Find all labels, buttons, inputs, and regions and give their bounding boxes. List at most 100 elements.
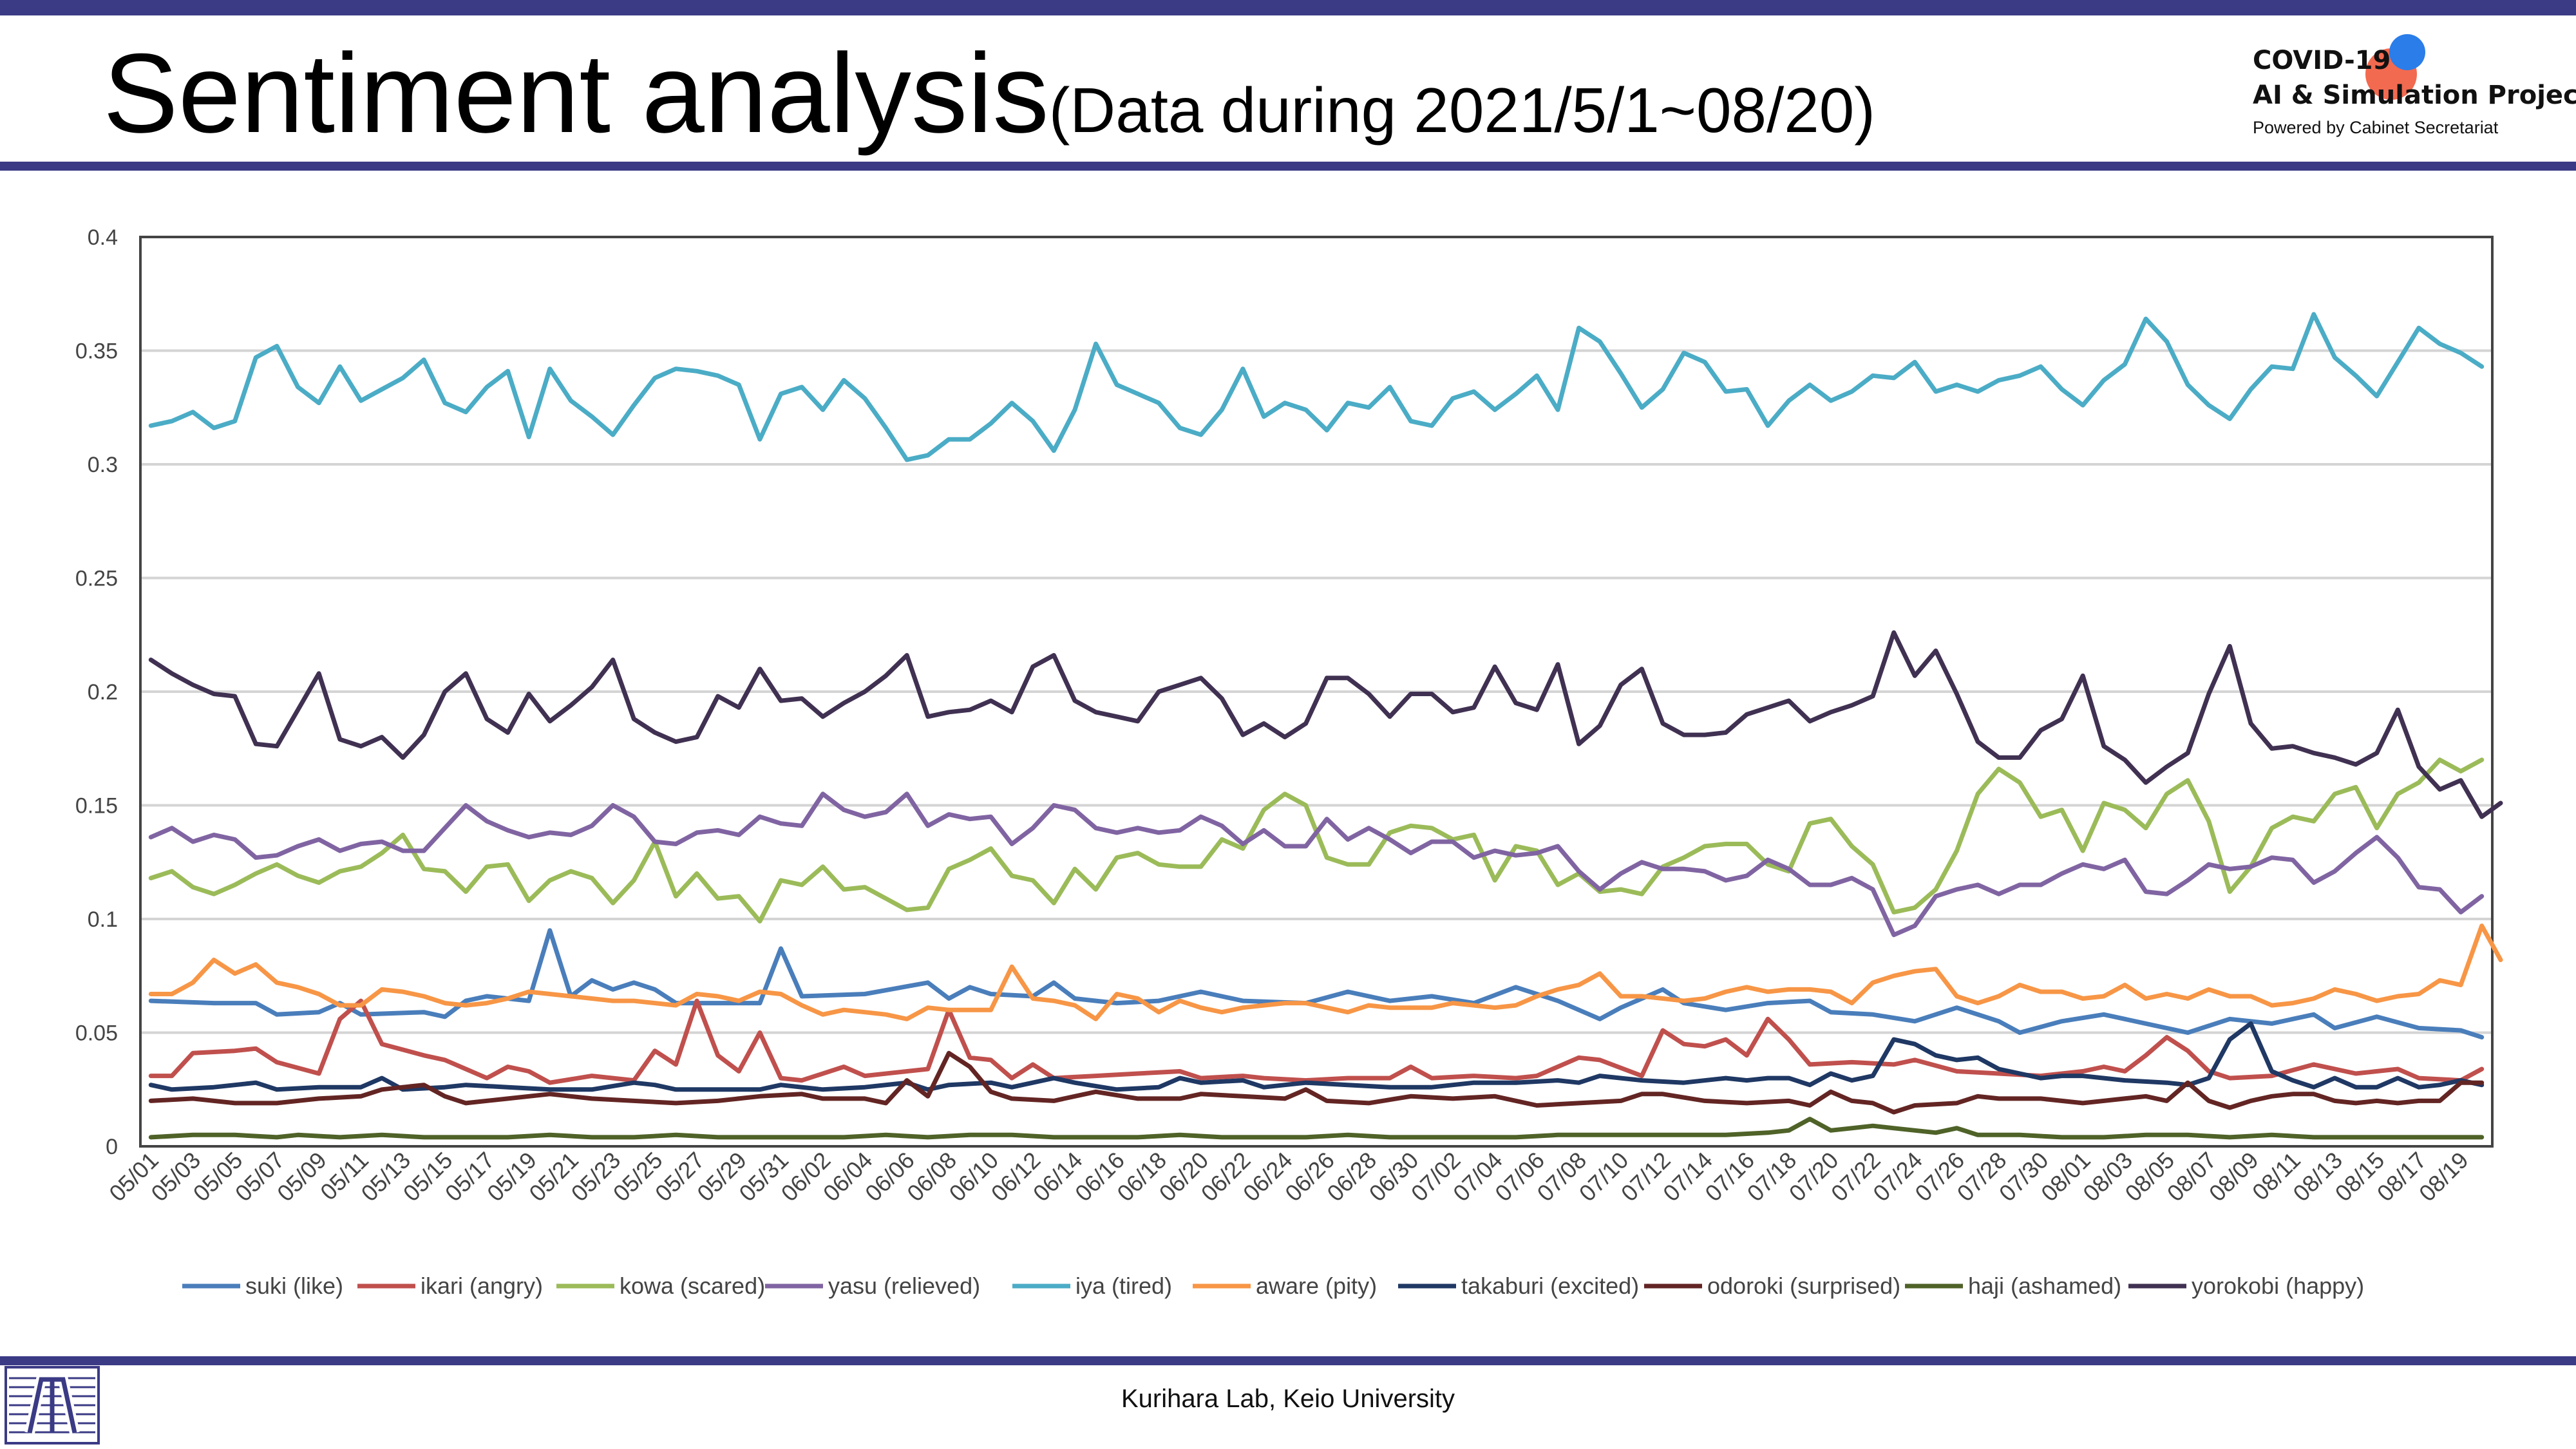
x-tick-label: 06/02 xyxy=(776,1147,836,1207)
series-line-yorokobi xyxy=(148,630,2503,819)
chart-gridlines xyxy=(140,236,2492,1148)
x-tick-label: 07/12 xyxy=(1616,1147,1676,1207)
footer-bar xyxy=(0,1356,2576,1365)
x-tick: 07/02 xyxy=(1406,1147,1466,1207)
logo-line-3: Powered by Cabinet Secretariat xyxy=(2253,118,2499,137)
y-tick-label: 0.25 xyxy=(75,567,118,591)
header-bottom-bar xyxy=(0,162,2576,171)
x-tick-label: 08/19 xyxy=(2414,1147,2474,1207)
x-tick: 05/23 xyxy=(566,1147,626,1207)
legend-item-odoroki: odoroki (surprised) xyxy=(1644,1273,1900,1299)
x-tick: 07/08 xyxy=(1532,1147,1592,1207)
y-axis-tick-labels: 0 0.05 0.1 0.15 0.2 0.25 0.3 0.35 0.4 xyxy=(75,225,118,1159)
legend-item-ikari: ikari (angry) xyxy=(357,1273,543,1299)
legend-item-yorokobi: yorokobi (happy) xyxy=(2128,1273,2364,1299)
x-tick-label: 05/19 xyxy=(482,1147,542,1207)
x-tick-label: 07/26 xyxy=(1909,1147,1969,1207)
x-tick-label: 08/07 xyxy=(2162,1147,2222,1207)
slide-title: Sentiment analysis(Data during 2021/5/1~… xyxy=(103,29,1875,158)
x-tick-label: 08/05 xyxy=(2120,1147,2180,1207)
x-tick-label: 07/10 xyxy=(1574,1147,1634,1207)
legend-item-takaburi: takaburi (excited) xyxy=(1398,1273,1639,1299)
series-line-yasu xyxy=(148,791,2485,938)
x-tick-label: 06/14 xyxy=(1028,1147,1088,1207)
x-tick-label: 05/17 xyxy=(440,1147,500,1207)
x-tick: 07/16 xyxy=(1700,1147,1759,1207)
keio-lab-logo-icon xyxy=(5,1366,100,1444)
covid-project-logo: COVID-19 AI & Simulation Project Powered… xyxy=(2248,29,2576,151)
x-tick-label: 08/17 xyxy=(2372,1147,2432,1207)
chart-series-lines xyxy=(148,312,2503,1140)
legend-label: haji (ashamed) xyxy=(1968,1273,2121,1299)
x-tick: 08/15 xyxy=(2330,1147,2390,1207)
x-tick: 06/02 xyxy=(776,1147,836,1207)
x-tick: 08/09 xyxy=(2204,1147,2264,1207)
x-tick: 07/10 xyxy=(1574,1147,1634,1207)
x-tick: 06/28 xyxy=(1321,1147,1381,1207)
legend-label: yorokobi (happy) xyxy=(2192,1273,2364,1299)
header-top-bar xyxy=(0,0,2576,15)
x-tick-label: 06/08 xyxy=(902,1147,961,1207)
x-tick-label: 08/09 xyxy=(2204,1147,2264,1207)
x-tick: 08/17 xyxy=(2372,1147,2432,1207)
x-tick: 06/22 xyxy=(1196,1147,1256,1207)
chart-legend: suki (like) ikari (angry) kowa (scared) yas… xyxy=(182,1273,2364,1299)
title-subtitle: (Data during 2021/5/1~08/20) xyxy=(1048,75,1875,146)
legend-item-iya: iya (tired) xyxy=(1012,1273,1172,1299)
x-tick-label: 07/20 xyxy=(1784,1147,1844,1207)
x-tick-label: 07/30 xyxy=(1994,1147,2054,1207)
series-line-suki xyxy=(148,928,2485,1040)
legend-label: iya (tired) xyxy=(1075,1273,1172,1299)
legend-label: yasu (relieved) xyxy=(828,1273,980,1299)
x-tick-label: 05/15 xyxy=(398,1147,458,1207)
series-line-kowa xyxy=(148,757,2485,923)
y-tick-label: 0.2 xyxy=(88,680,118,705)
x-axis-tick-labels: 05/0105/0305/0505/0705/0905/1105/1305/15… xyxy=(104,1147,2473,1207)
y-tick-label: 0.15 xyxy=(75,794,118,819)
legend-label: aware (pity) xyxy=(1256,1273,1377,1299)
x-tick: 06/12 xyxy=(986,1147,1046,1207)
x-tick-label: 06/26 xyxy=(1280,1147,1340,1207)
y-tick-label: 0.1 xyxy=(88,907,118,932)
x-tick: 05/21 xyxy=(524,1147,583,1207)
footer-credit: Kurihara Lab, Keio University xyxy=(1121,1385,1455,1413)
x-tick: 05/19 xyxy=(482,1147,542,1207)
x-tick: 07/30 xyxy=(1994,1147,2054,1207)
x-tick: 05/09 xyxy=(272,1147,332,1207)
x-tick: 05/13 xyxy=(356,1147,416,1207)
x-tick-label: 06/20 xyxy=(1154,1147,1214,1207)
legend-label: odoroki (surprised) xyxy=(1707,1273,1900,1299)
x-tick: 07/18 xyxy=(1742,1147,1802,1207)
x-tick-label: 06/06 xyxy=(860,1147,920,1207)
x-tick-label: 07/22 xyxy=(1826,1147,1886,1207)
x-tick: 06/26 xyxy=(1280,1147,1340,1207)
legend-item-aware: aware (pity) xyxy=(1193,1273,1377,1299)
x-tick-label: 05/31 xyxy=(734,1147,793,1207)
x-tick-label: 06/22 xyxy=(1196,1147,1256,1207)
x-tick: 05/15 xyxy=(398,1147,458,1207)
series-line-ikari xyxy=(148,998,2485,1085)
x-tick: 05/17 xyxy=(440,1147,500,1207)
x-tick: 06/08 xyxy=(902,1147,961,1207)
x-tick-label: 06/16 xyxy=(1070,1147,1130,1207)
x-tick-label: 07/28 xyxy=(1952,1147,2012,1207)
x-tick-label: 05/21 xyxy=(524,1147,583,1207)
legend-label: takaburi (excited) xyxy=(1461,1273,1639,1299)
series-line-haji xyxy=(148,1117,2485,1140)
x-tick-label: 05/25 xyxy=(608,1147,668,1207)
legend-label: kowa (scared) xyxy=(620,1273,765,1299)
x-tick: 07/04 xyxy=(1448,1147,1508,1207)
x-tick: 06/14 xyxy=(1028,1147,1088,1207)
x-tick-label: 05/27 xyxy=(650,1147,710,1207)
x-tick-label: 08/01 xyxy=(2036,1147,2096,1207)
x-tick-label: 07/18 xyxy=(1742,1147,1802,1207)
x-tick: 05/27 xyxy=(650,1147,710,1207)
legend-item-yasu: yasu (relieved) xyxy=(765,1273,980,1299)
series-line-takaburi xyxy=(148,1021,2485,1092)
logo-line-1: COVID-19 xyxy=(2253,46,2391,75)
legend-label: ikari (angry) xyxy=(421,1273,543,1299)
x-tick: 05/29 xyxy=(692,1147,752,1207)
x-tick: 07/12 xyxy=(1616,1147,1676,1207)
x-tick: 05/03 xyxy=(146,1147,205,1207)
plot-area-border xyxy=(139,236,2494,1148)
